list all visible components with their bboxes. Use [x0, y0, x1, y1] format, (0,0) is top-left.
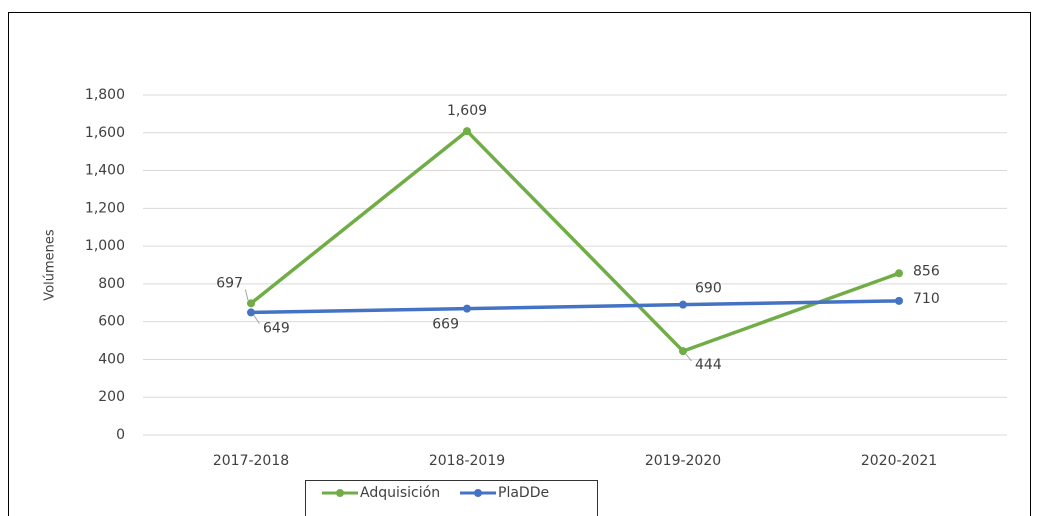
y-tick-label: 1,400	[85, 163, 125, 179]
x-tick-label: 2020-2021	[861, 453, 937, 469]
y-tick-label: 1,000	[85, 238, 125, 254]
legend-marker	[474, 489, 482, 497]
legend-box	[305, 480, 598, 516]
data-label: 697	[216, 275, 243, 291]
y-tick-label: 0	[116, 427, 125, 443]
point	[895, 296, 903, 305]
y-tick-label: 400	[98, 351, 125, 367]
y-tick-label: 1,200	[85, 200, 125, 216]
data-label: 856	[913, 263, 940, 279]
y-tick-label: 1,800	[85, 87, 125, 103]
y-axis-label: Volúmenes	[43, 229, 58, 301]
y-tick-label: 600	[98, 314, 125, 330]
point	[247, 299, 255, 308]
legend-label: Adquisición	[360, 485, 440, 501]
x-tick-label: 2018-2019	[429, 453, 505, 469]
data-label: 1,609	[447, 103, 487, 119]
chart-border	[8, 12, 1031, 516]
leader-line	[685, 353, 692, 362]
point	[463, 304, 471, 313]
point	[247, 308, 255, 317]
legend-marker	[336, 489, 344, 497]
data-label: 669	[432, 317, 459, 333]
series-line	[249, 128, 900, 354]
point	[679, 300, 687, 309]
data-label: 710	[913, 291, 940, 307]
y-tick-label: 1,600	[85, 125, 125, 141]
x-tick-label: 2017-2018	[213, 453, 289, 469]
data-label: 690	[695, 281, 722, 297]
y-tick-label: 200	[98, 389, 125, 405]
legend-label: PlaDDe	[498, 485, 549, 501]
x-tick-label: 2019-2020	[645, 453, 721, 469]
leader-line	[244, 289, 249, 301]
data-label: 649	[263, 320, 290, 336]
point	[895, 269, 903, 278]
series-line	[250, 299, 900, 315]
point	[463, 127, 471, 136]
leader-line	[253, 315, 260, 324]
point	[679, 347, 687, 356]
data-label: 444	[695, 357, 722, 373]
y-tick-label: 800	[98, 276, 125, 292]
